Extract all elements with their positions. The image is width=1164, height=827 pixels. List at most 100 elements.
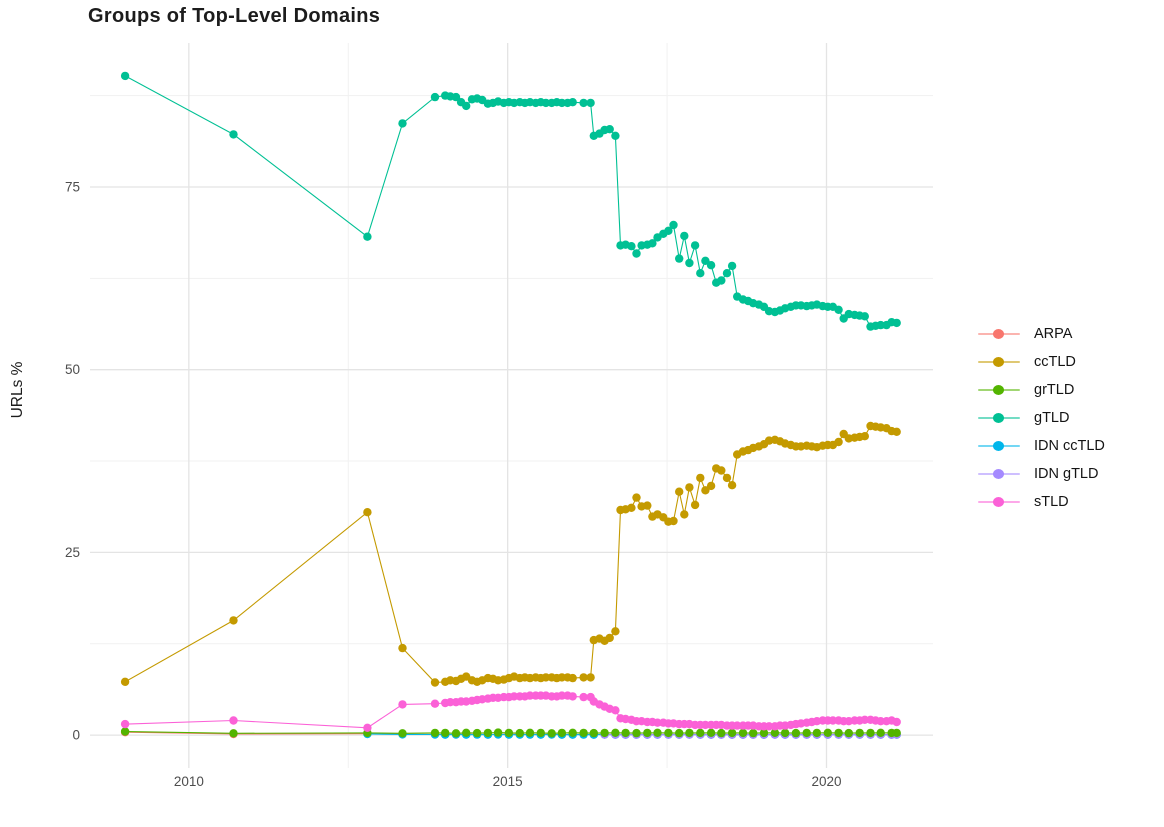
data-point-grtld <box>780 728 790 738</box>
data-point-gtld <box>605 125 614 134</box>
y-tick-label: 25 <box>65 545 80 560</box>
data-point-gtld <box>722 269 732 278</box>
data-point-stld <box>568 692 577 701</box>
data-point-cctld <box>696 473 705 483</box>
data-point-cctld <box>892 427 901 436</box>
data-point-grtld <box>749 728 758 738</box>
data-point-stld <box>579 692 588 702</box>
legend-item-grtld: grTLD <box>976 376 1105 404</box>
legend-key-arpa <box>976 328 1022 340</box>
data-point-gtld <box>568 98 577 107</box>
data-point-cctld <box>430 678 440 687</box>
data-point-grtld <box>430 728 440 738</box>
data-point-cctld <box>579 673 588 682</box>
legend-item-cctld: ccTLD <box>976 348 1105 376</box>
legend-item-stld: sTLD <box>976 488 1105 516</box>
data-point-grtld <box>525 728 535 737</box>
data-point-gtld <box>706 261 716 270</box>
data-point-grtld <box>685 728 694 738</box>
data-point-stld <box>892 717 901 727</box>
legend-dot-idn-gtld <box>993 469 1004 479</box>
data-point-stld <box>430 699 440 708</box>
data-point-gtld <box>860 312 869 321</box>
data-point-gtld <box>586 98 595 108</box>
data-point-grtld <box>664 728 673 738</box>
data-point-cctld <box>701 486 710 495</box>
legend-item-idn-gtld: IDN gTLD <box>976 460 1105 488</box>
data-point-gtld <box>648 239 657 248</box>
legend-label-grtld: grTLD <box>1034 382 1075 398</box>
data-point-stld <box>653 718 662 727</box>
legend-key-grtld <box>976 384 1022 396</box>
series-points-grtld <box>120 727 901 738</box>
series-points-cctld <box>120 421 901 687</box>
data-point-grtld <box>462 728 471 737</box>
legend-key-gtld <box>976 412 1022 424</box>
data-point-grtld <box>621 728 630 738</box>
data-point-grtld <box>706 728 716 737</box>
data-point-gtld <box>541 98 551 108</box>
legend-label-gtld: gTLD <box>1034 410 1070 426</box>
y-tick-label: 75 <box>65 179 80 194</box>
data-point-stld <box>363 723 372 732</box>
data-point-gtld <box>229 130 238 139</box>
data-point-gtld <box>664 226 673 235</box>
data-point-grtld <box>717 728 726 738</box>
data-point-gtld <box>669 220 678 230</box>
data-point-cctld <box>398 643 407 653</box>
data-point-gtld <box>701 256 710 265</box>
data-point-gtld <box>834 305 843 314</box>
legend-dot-grtld <box>993 385 1004 395</box>
data-point-grtld <box>876 728 885 737</box>
data-point-grtld <box>579 728 588 738</box>
y-tick-label: 50 <box>65 362 80 377</box>
data-point-stld <box>398 700 407 709</box>
legend-label-stld: sTLD <box>1034 494 1069 510</box>
legend: ARPA ccTLD grTLD gTLD IDN ccTLD IDN gTLD sTLD <box>976 320 1105 516</box>
data-point-cctld <box>643 501 652 510</box>
legend-label-cctld: ccTLD <box>1034 354 1076 370</box>
data-point-gtld <box>579 98 588 108</box>
data-point-grtld <box>451 729 461 738</box>
data-point-stld <box>120 719 130 729</box>
data-point-gtld <box>611 131 620 140</box>
data-point-gtld <box>717 276 726 285</box>
data-point-grtld <box>866 728 875 738</box>
data-point-grtld <box>515 728 524 738</box>
data-point-gtld <box>398 119 407 128</box>
y-axis-title: URLs % <box>9 361 26 418</box>
legend-dot-idn-cctld <box>993 441 1004 451</box>
legend-label-idn-gtld: IDN gTLD <box>1034 466 1099 482</box>
data-point-grtld <box>675 728 684 738</box>
data-point-gtld <box>632 249 641 258</box>
data-point-gtld <box>696 269 705 278</box>
data-point-cctld <box>727 481 737 490</box>
data-point-stld <box>611 706 620 715</box>
legend-item-arpa: ARPA <box>976 320 1105 348</box>
data-point-cctld <box>675 487 684 496</box>
chart-title: Groups of Top-Level Domains <box>88 5 381 27</box>
data-point-gtld <box>892 318 901 328</box>
data-point-grtld <box>823 728 832 737</box>
data-point-grtld <box>727 728 737 738</box>
data-point-cctld <box>680 510 689 519</box>
series-points-gtld <box>120 71 901 331</box>
data-point-gtld <box>451 92 461 102</box>
data-point-grtld <box>547 729 556 738</box>
data-point-grtld <box>770 728 780 737</box>
data-point-grtld <box>834 728 843 738</box>
data-point-cctld <box>541 673 551 682</box>
data-point-gtld <box>675 254 684 263</box>
legend-item-idn-cctld: IDN ccTLD <box>976 432 1105 460</box>
data-point-gtld <box>876 320 885 330</box>
legend-key-cctld <box>976 356 1022 368</box>
data-point-stld <box>733 721 742 730</box>
data-point-grtld <box>696 728 705 738</box>
data-point-grtld <box>600 728 609 738</box>
data-point-grtld <box>844 728 853 738</box>
data-point-grtld <box>812 728 822 738</box>
data-point-grtld <box>611 728 620 737</box>
data-point-grtld <box>759 728 769 738</box>
data-point-cctld <box>229 616 238 625</box>
